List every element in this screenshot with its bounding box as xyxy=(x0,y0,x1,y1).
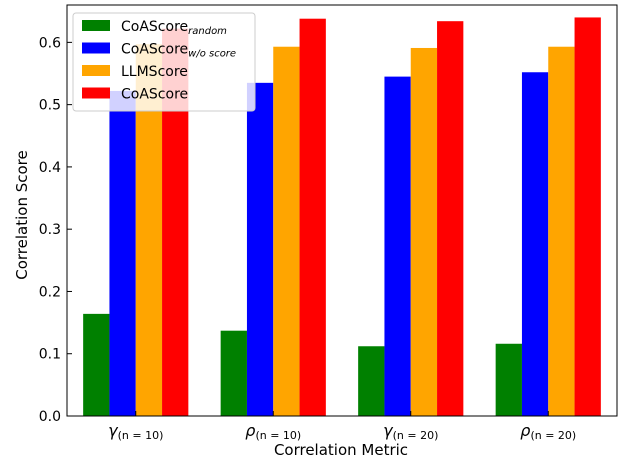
x-axis-label: Correlation Metric xyxy=(274,441,408,459)
legend-label: CoAScorew/o score xyxy=(121,42,236,60)
y-tick-label: 0.5 xyxy=(39,98,61,114)
bar-series3-cat2 xyxy=(273,46,300,416)
x-tick-label: ρ(n = 20) xyxy=(520,421,576,442)
y-tick-label: 0.4 xyxy=(39,160,61,176)
y-tick-label: 0.1 xyxy=(39,347,61,363)
legend: CoAScorerandom CoAScorew/o score LLMScore C… xyxy=(72,12,256,112)
legend-swatch xyxy=(82,20,110,31)
x-tick-label: ρ(n = 10) xyxy=(245,421,301,442)
x-tick-label: γ(n = 10) xyxy=(108,421,163,442)
y-tick-label: 0.6 xyxy=(39,35,61,51)
legend-label: CoAScore xyxy=(121,87,188,103)
legend-swatch xyxy=(82,65,110,76)
bar-series1-cat1 xyxy=(83,313,110,416)
bar-series2-cat3 xyxy=(384,76,411,417)
bars-group xyxy=(83,17,601,417)
bar-series3-cat3 xyxy=(410,47,438,416)
bar-series3-cat4 xyxy=(548,46,575,416)
bar-series1-cat3 xyxy=(358,346,385,416)
bar-series2-cat4 xyxy=(521,72,549,416)
bar-series2-cat1 xyxy=(109,90,136,416)
bar-series1-cat2 xyxy=(220,330,247,416)
legend-swatch xyxy=(82,42,110,54)
plot-frame xyxy=(66,4,618,417)
bar-series4-cat2 xyxy=(299,18,326,416)
y-tick-label: 0.2 xyxy=(39,284,61,300)
x-tick-label: γ(n = 20) xyxy=(383,421,438,442)
legend-label: CoAScorerandom xyxy=(121,19,227,37)
legend-box xyxy=(72,12,256,112)
y-tick-label: 0.3 xyxy=(39,222,61,238)
bar-series4-cat4 xyxy=(574,17,601,416)
bar-series2-cat2 xyxy=(246,82,274,416)
axes-group: 0.0 0.1 0.2 0.3 0.4 0.5 0.6 γ(n = 10) ρ(n = 10) γ… xyxy=(39,4,618,442)
legend-swatch xyxy=(82,87,110,99)
bar-series1-cat4 xyxy=(495,343,522,416)
y-tick-label: 0.0 xyxy=(39,409,61,425)
y-axis-label: Correlation Score xyxy=(13,150,31,280)
legend-label: LLMScore xyxy=(121,64,188,80)
bar-series4-cat3 xyxy=(437,21,464,416)
